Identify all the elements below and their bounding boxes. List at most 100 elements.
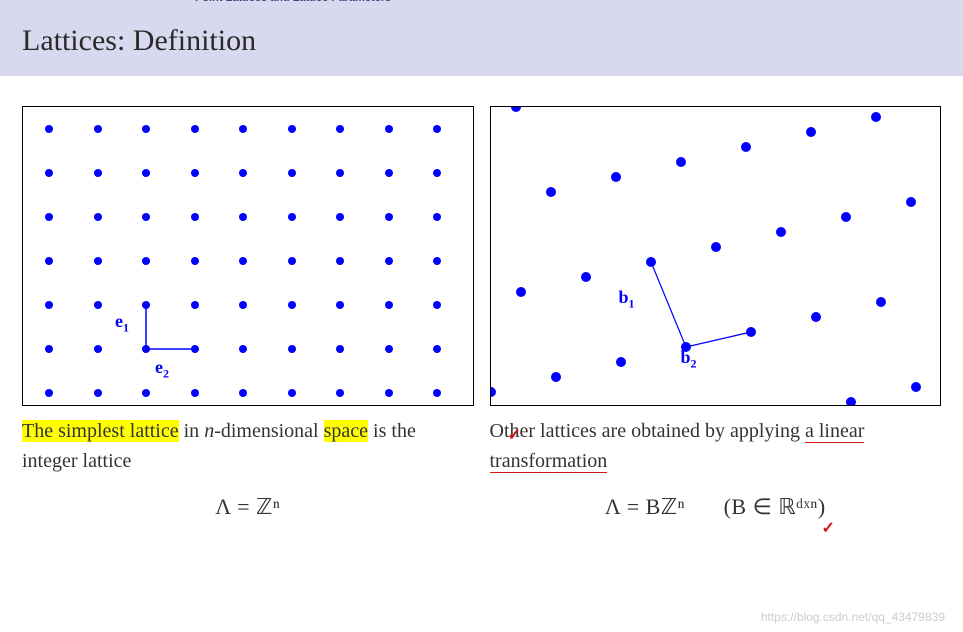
lattice-point — [288, 213, 296, 221]
lattice-point — [433, 301, 441, 309]
eq-text-right-b: (B ∈ ℝᵈˣⁿ) — [724, 494, 826, 519]
lattice-point — [846, 397, 856, 406]
lattice-point — [433, 169, 441, 177]
lattice-point — [288, 389, 296, 397]
lattice-point — [94, 389, 102, 397]
lattice-point — [142, 169, 150, 177]
lattice-point — [191, 301, 199, 309]
lattice-point — [239, 301, 247, 309]
lattice-point — [239, 257, 247, 265]
lattice-point — [646, 257, 656, 267]
lattice-point — [336, 345, 344, 353]
lattice-point — [433, 125, 441, 133]
lattice-point — [941, 282, 942, 292]
lattice-point — [94, 257, 102, 265]
lattice-point — [841, 212, 851, 222]
lattice-point — [45, 213, 53, 221]
lattice-point — [336, 213, 344, 221]
lattice-point — [45, 345, 53, 353]
lattice-point — [239, 213, 247, 221]
lattice-point — [433, 257, 441, 265]
lattice-point — [385, 213, 393, 221]
lattice-point — [288, 169, 296, 177]
lattice-point — [191, 213, 199, 221]
lattice-point — [871, 112, 881, 122]
cap-t3: n — [204, 420, 214, 442]
lattice-point — [239, 345, 247, 353]
lattice-point — [94, 213, 102, 221]
lattice-point — [876, 297, 886, 307]
cap-t4: -dimensional — [214, 420, 323, 442]
lattice-point — [906, 197, 916, 207]
lattice-point — [385, 345, 393, 353]
left-column: e1e2 The simplest lattice in n-dimension… — [22, 106, 474, 520]
lattice-point — [142, 257, 150, 265]
lattice-point — [45, 389, 53, 397]
lattice-point — [239, 169, 247, 177]
lattice-point — [191, 257, 199, 265]
right-equation: Λ = Bℤⁿ (B ∈ ℝᵈˣⁿ) ✓ — [490, 494, 942, 520]
lattice-point — [433, 213, 441, 221]
lattice-point — [94, 301, 102, 309]
lattice-point — [45, 125, 53, 133]
lattice-point — [336, 125, 344, 133]
e2-label: e2 — [155, 357, 169, 382]
lattice-point — [191, 389, 199, 397]
lattice-point — [746, 327, 756, 337]
lattice-point — [142, 345, 150, 353]
lattice-point — [45, 169, 53, 177]
cap-t2: in — [179, 420, 205, 442]
lattice-point — [191, 169, 199, 177]
lattice-point — [142, 301, 150, 309]
lattice-point — [546, 187, 556, 197]
lattice-point — [806, 127, 816, 137]
lattice-point — [142, 213, 150, 221]
lattice-point — [616, 357, 626, 367]
lattice-point — [94, 169, 102, 177]
lattice-point — [239, 389, 247, 397]
lattice-point — [433, 389, 441, 397]
lattice-point — [433, 345, 441, 353]
lattice-point — [142, 389, 150, 397]
page-title: Lattices: Definition — [22, 24, 941, 58]
lattice-point — [385, 301, 393, 309]
eq-text-left: Λ = ℤⁿ — [215, 494, 280, 519]
lattice-point — [711, 242, 721, 252]
lattice-point — [94, 345, 102, 353]
lattice-point — [741, 142, 751, 152]
lattice-point — [385, 169, 393, 177]
lattice-point — [385, 125, 393, 133]
right-column: b1b2 Other lattices are obtained by appl… — [490, 106, 942, 520]
content: e1e2 The simplest lattice in n-dimension… — [0, 76, 963, 530]
lattice-point — [581, 272, 591, 282]
caption-highlight-1: The simplest lattice — [22, 420, 179, 442]
left-equation: Λ = ℤⁿ — [22, 494, 474, 520]
lattice-point — [288, 345, 296, 353]
lattice-point — [336, 169, 344, 177]
lattice-point — [94, 125, 102, 133]
lattice-point — [45, 257, 53, 265]
header-strip: Point Lattices and Lattice Parameters — [0, 0, 963, 6]
check-icon: ✓ — [822, 518, 835, 538]
lattice-point — [385, 257, 393, 265]
lattice-point — [142, 125, 150, 133]
right-caption: Other lattices are obtained by applying … — [490, 416, 942, 476]
lattice-point — [676, 157, 686, 167]
check-icon: ✓ — [508, 424, 521, 448]
lattice-point — [45, 301, 53, 309]
lattice-point — [336, 301, 344, 309]
lattice-point — [336, 257, 344, 265]
watermark: https://blog.csdn.net/qq_43479839 — [761, 610, 945, 624]
lattice-point — [239, 125, 247, 133]
lattice-point — [911, 382, 921, 392]
lattice-point — [191, 125, 199, 133]
left-caption: The simplest lattice in n-dimensional sp… — [22, 416, 474, 476]
caption-highlight-2: space — [324, 420, 368, 442]
lattice-point — [776, 227, 786, 237]
integer-lattice-figure: e1e2 — [22, 106, 474, 406]
rcap-t1: Other lattices are obtained by applying — [490, 420, 805, 442]
lattice-point — [288, 125, 296, 133]
eq-text-right-a: Λ = Bℤⁿ — [605, 494, 685, 519]
b2-label: b2 — [681, 347, 697, 372]
lattice-point — [336, 389, 344, 397]
